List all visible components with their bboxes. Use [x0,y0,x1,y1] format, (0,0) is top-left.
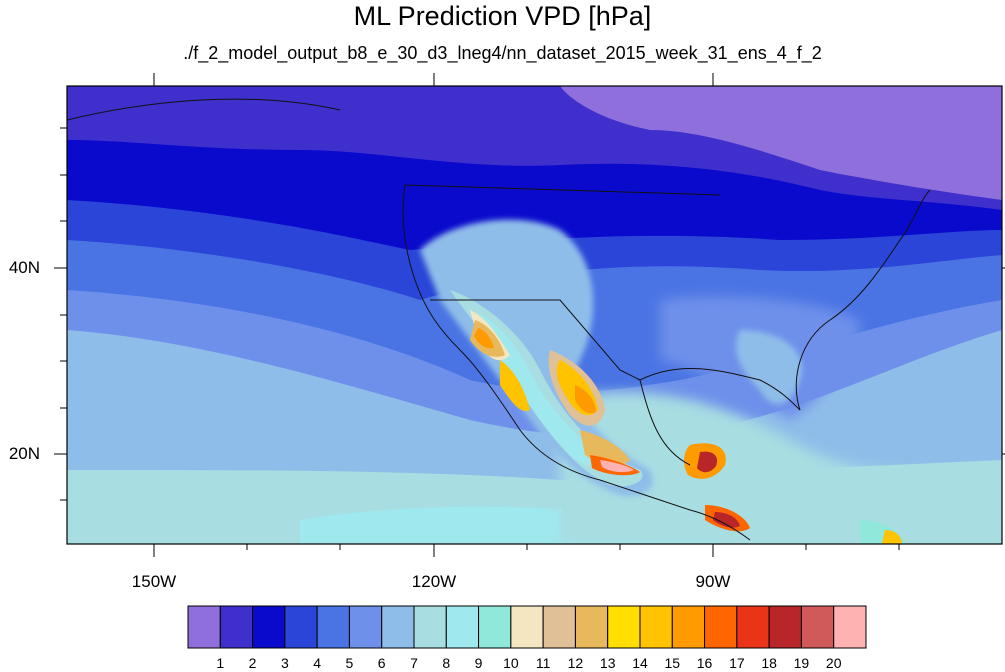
colorbar-box [736,605,770,649]
vpd-field [67,86,1002,544]
colorbar-label: 17 [729,655,745,671]
colorbar-label: 20 [826,655,842,671]
lon-label-120w: 120W [411,572,457,591]
colorbar-box [187,605,221,649]
colorbar-boxes [187,605,867,649]
colorbar-box [639,605,673,649]
colorbar-label: 14 [632,655,648,671]
colorbar-box [704,605,738,649]
colorbar-labels: 1 2 3 4 5 6 7 8 9 10 11 12 13 14 15 16 17 18 19 20 [216,655,841,671]
colorbar-box [381,605,415,649]
colorbar-box [833,605,867,649]
colorbar-label: 12 [568,655,584,671]
colorbar-box [800,605,835,649]
colorbar-box [413,605,447,649]
lat-label-20n: 20N [8,444,40,463]
colorbar-box [607,605,641,649]
colorbar-label: 13 [600,655,616,671]
colorbar-label: 1 [216,655,224,671]
colorbar-box [671,605,706,649]
colorbar-box [510,605,544,649]
lon-label-90w: 90W [695,572,731,591]
axis-ticks [54,73,1005,557]
colorbar-label: 9 [475,655,483,671]
colorbar-label: 7 [410,655,418,671]
colorbar-label: 6 [378,655,386,671]
colorbar-box [219,605,254,649]
colorbar-label: 10 [503,655,519,671]
colorbar-label: 11 [536,655,551,671]
colorbar-label: 5 [346,655,354,671]
colorbar-box [478,605,512,649]
colorbar-box [284,605,318,649]
colorbar-box [542,605,576,649]
lat-label-40n: 40N [8,258,40,277]
colorbar-box [348,605,383,649]
colorbar-label: 8 [442,655,450,671]
colorbar-box [445,605,480,649]
colorbar-label: 19 [794,655,810,671]
colorbar-label: 3 [281,655,289,671]
map-title: ML Prediction VPD [hPa] [353,1,652,31]
colorbar-box [768,605,802,649]
map-subtitle: ./f_2_model_output_b8_e_30_d3_lneg4/nn_d… [183,43,822,63]
colorbar-label: 2 [249,655,257,671]
colorbar-box [252,605,286,649]
colorbar-label: 16 [697,655,713,671]
colorbar-box [574,605,609,649]
colorbar-label: 15 [665,655,681,671]
colorbar-label: 4 [313,655,321,671]
colorbar-box [316,605,350,649]
coastlines [67,98,931,541]
colorbar-label: 18 [761,655,777,671]
lon-label-150w: 150W [131,572,177,591]
